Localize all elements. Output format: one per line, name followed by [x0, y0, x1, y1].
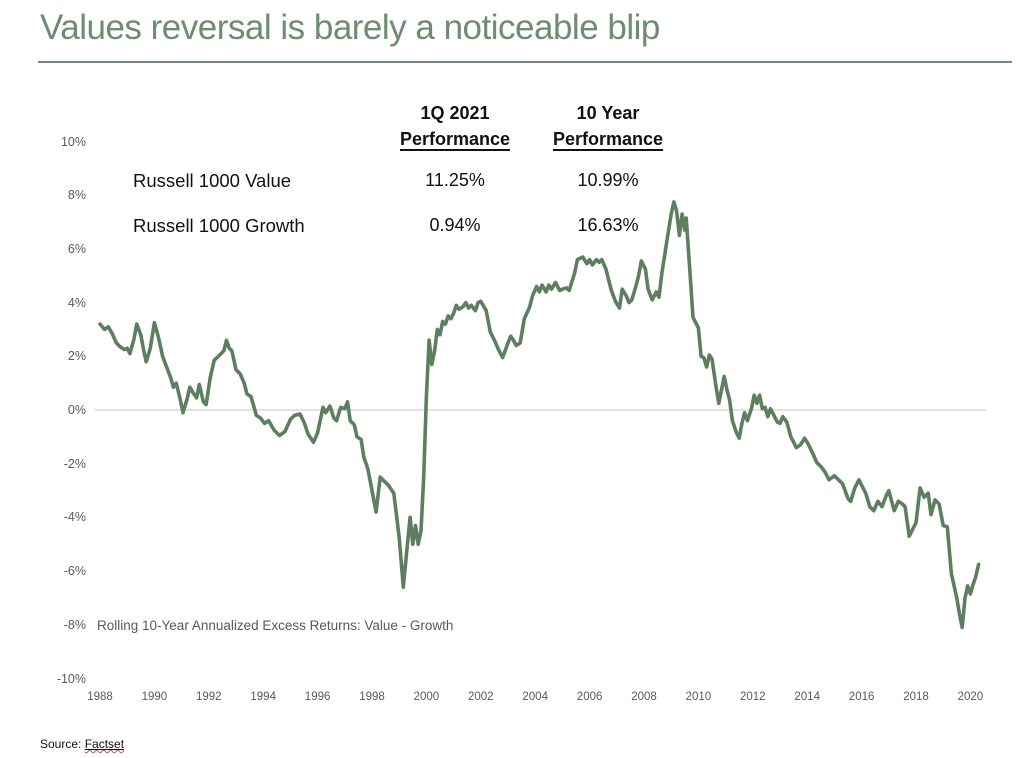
x-axis-tick-label: 2010 — [685, 691, 712, 703]
table-row-label-growth: Russell 1000 Growth — [133, 215, 305, 236]
x-axis-tick-label: 1992 — [196, 691, 222, 703]
y-axis-tick-label: 2% — [67, 349, 86, 364]
x-axis-tick-label: 2006 — [576, 691, 603, 703]
title-underline — [38, 61, 1012, 63]
x-axis-tick-label: 2008 — [631, 691, 657, 703]
y-axis-tick-label: -2% — [63, 456, 86, 471]
x-axis-tick-label: 1994 — [250, 691, 276, 703]
table-cell-value-10yr: 10.99% — [577, 170, 639, 190]
y-axis-tick-label: -6% — [63, 564, 86, 579]
table-header-10yr-line2: Performance — [552, 129, 664, 149]
table-row-label-value: Russell 1000 Value — [133, 170, 292, 191]
y-axis-tick-label: -10% — [56, 671, 86, 686]
x-axis-tick-label: 2018 — [903, 691, 929, 703]
table-header-1q2021-line2: Performance — [399, 129, 511, 149]
table-cell-growth-1q2021: 0.94% — [429, 215, 481, 235]
y-axis-tick-label: 0% — [67, 403, 86, 417]
chart-annotation: Rolling 10-Year Annualized Excess Return… — [97, 618, 454, 633]
table-cell-value-1q2021: 11.25% — [425, 170, 485, 190]
y-axis-tick-label: -8% — [63, 617, 86, 632]
x-axis-tick-label: 2016 — [848, 691, 875, 703]
table-header-1q2021-line1: 1Q 2021 — [420, 103, 490, 123]
table-cell-growth-10yr: 16.63% — [577, 215, 639, 235]
y-axis-tick-label: 10% — [60, 134, 86, 149]
source-prefix: Source: — [40, 737, 85, 751]
table-header-10yr: 10 Year Performance — [553, 100, 663, 152]
x-axis-tick-label: 2020 — [957, 691, 984, 703]
x-axis-tick-label: 1996 — [304, 691, 331, 703]
y-axis-tick-label: 6% — [67, 241, 86, 256]
y-axis-tick-label: 4% — [67, 295, 86, 310]
x-axis-tick-label: 2000 — [413, 691, 440, 703]
x-axis-tick-label: 2012 — [740, 691, 766, 703]
x-axis-tick-label: 2004 — [522, 691, 548, 703]
x-axis-tick-label: 1998 — [359, 691, 385, 703]
source-line: Source: Factset — [40, 737, 124, 751]
table-header-10yr-line1: 10 Year — [576, 103, 640, 123]
y-axis-tick-label: -4% — [63, 510, 86, 525]
page-title: Values reversal is barely a noticeable b… — [40, 8, 660, 47]
x-axis-tick-label: 2002 — [468, 691, 494, 703]
source-link[interactable]: Factset — [84, 737, 125, 751]
table-header-1q2021: 1Q 2021 Performance — [400, 100, 510, 152]
excess-return-line — [98, 200, 981, 630]
y-axis-tick-label: 8% — [67, 188, 86, 203]
x-axis-tick-label: 1990 — [141, 691, 168, 703]
x-axis-tick-label: 1988 — [87, 691, 113, 703]
x-axis-tick-label: 2014 — [794, 691, 820, 703]
